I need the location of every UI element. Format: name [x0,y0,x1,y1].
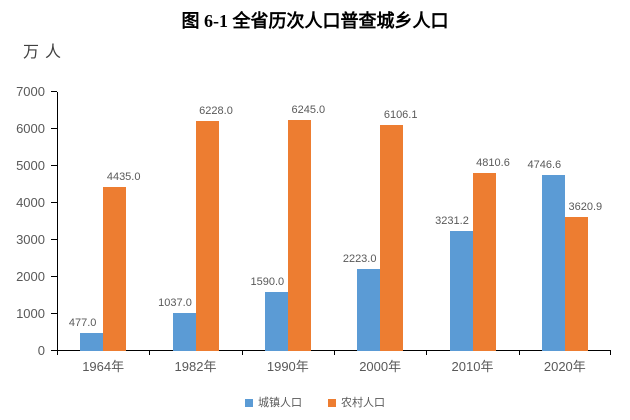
x-axis-tick [610,351,611,355]
y-tick-label: 6000 [16,121,45,136]
legend-label-rural: 农村人口 [341,397,385,409]
x-axis-tick [519,351,520,355]
x-axis-tick [426,351,427,355]
x-axis-tick [149,351,150,355]
legend-swatch-urban [245,399,253,407]
y-tick-label: 2000 [16,269,45,284]
x-category-label: 2020年 [543,359,586,374]
x-category-label: 1982年 [174,359,217,374]
legend: 城镇人口 农村人口 [0,395,630,411]
x-category-label: 1964年 [82,359,125,374]
y-tick-label: 4000 [16,195,45,210]
x-category-label: 2010年 [451,359,494,374]
plot-area [57,92,611,351]
legend-swatch-rural [328,399,336,407]
x-axis-tick [242,351,243,355]
x-category-label: 2000年 [359,359,402,374]
y-tick-label: 3000 [16,232,45,247]
y-tick-label: 5000 [16,158,45,173]
y-tick-label: 7000 [16,84,45,99]
legend-label-urban: 城镇人口 [258,397,302,409]
x-axis-tick [57,351,58,355]
x-category-label: 1990年 [266,359,309,374]
x-axis-tick [334,351,335,355]
legend-item-urban: 城镇人口 [245,397,302,409]
y-axis-unit-label: 万人 [23,44,68,61]
y-tick-label: 0 [37,343,45,358]
y-tick-label: 1000 [16,306,45,321]
legend-item-rural: 农村人口 [328,397,385,409]
chart-title: 图 6-1 全省历次人口普查城乡人口 [181,11,449,31]
